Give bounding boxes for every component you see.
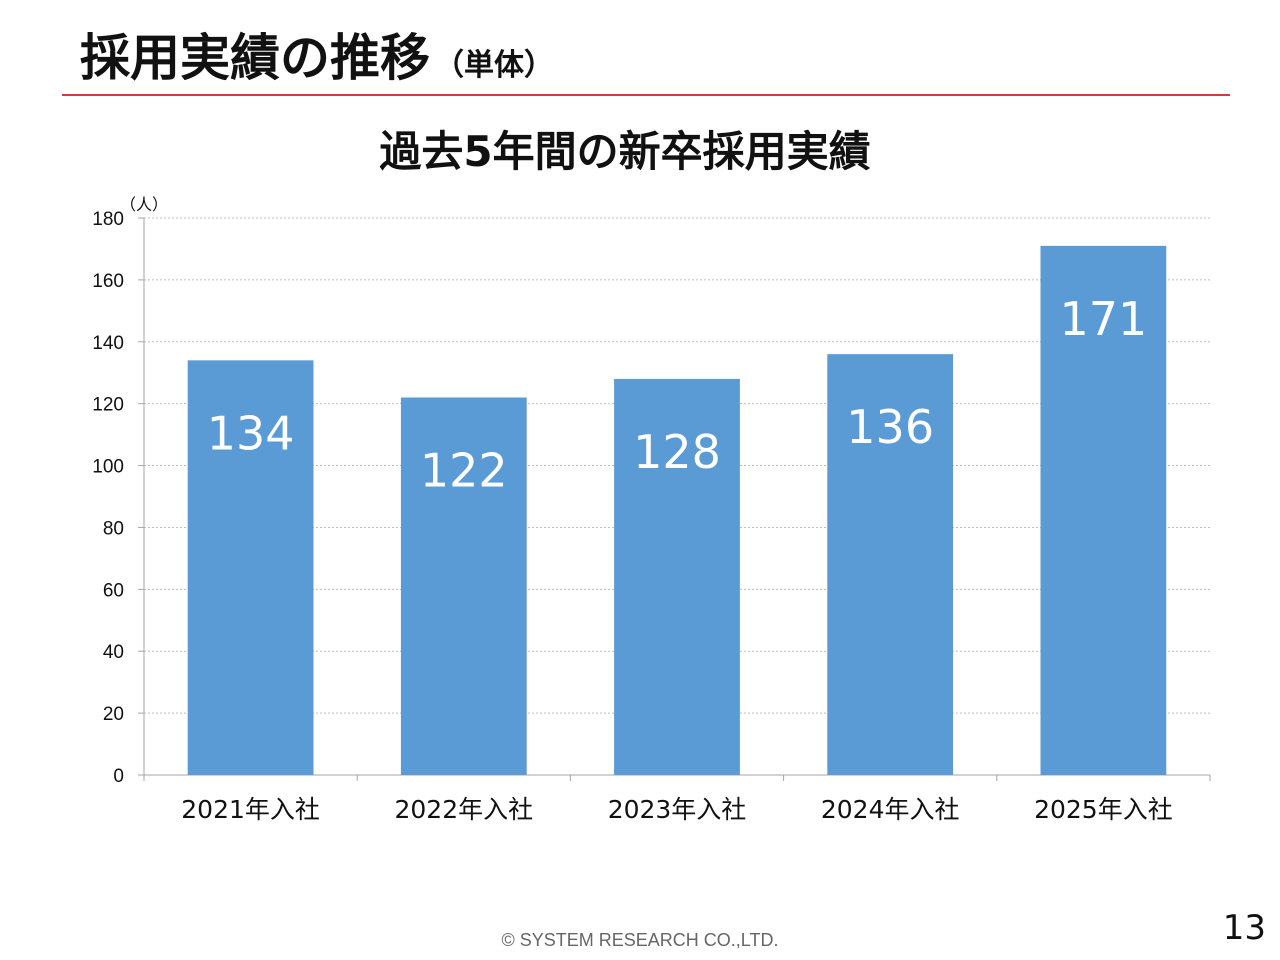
bar — [827, 354, 954, 775]
y-axis-unit-label: （人） — [120, 195, 168, 214]
y-tick-label: 20 — [103, 704, 124, 725]
y-tick-label: 60 — [103, 580, 124, 601]
y-tick-label: 40 — [103, 642, 124, 663]
chart-title: 過去5年間の新卒採用実績 — [379, 127, 871, 176]
data-label: 136 — [846, 400, 934, 454]
slide-title-subtitle: （単体） — [434, 48, 554, 83]
bar — [614, 378, 740, 775]
slide-title-main: 採用実績の推移 — [80, 29, 430, 87]
data-label: 171 — [1059, 292, 1147, 346]
title-divider — [62, 94, 1230, 96]
data-label: 134 — [207, 406, 295, 460]
data-label: 122 — [420, 443, 508, 497]
bar — [400, 397, 527, 775]
y-tick-label: 0 — [113, 766, 124, 787]
bar — [1040, 245, 1167, 776]
page-number: 13 — [1222, 908, 1266, 948]
x-category-label: 2022年入社 — [394, 795, 533, 824]
y-tick-label: 100 — [92, 457, 124, 478]
y-tick-label: 80 — [103, 518, 124, 539]
x-category-label: 2021年入社 — [181, 795, 320, 824]
x-category-label: 2024年入社 — [821, 795, 960, 824]
y-tick-label: 180 — [92, 209, 124, 230]
y-tick-label: 120 — [92, 395, 124, 416]
bar — [187, 360, 314, 775]
copyright-notice: © SYSTEM RESEARCH CO.,LTD. — [501, 930, 779, 950]
y-tick-label: 160 — [92, 271, 124, 292]
slide-title: 採用実績の推移 （単体） — [80, 28, 554, 88]
data-label: 128 — [633, 425, 721, 479]
x-category-label: 2023年入社 — [608, 795, 747, 824]
y-tick-label: 140 — [92, 333, 124, 354]
x-category-label: 2025年入社 — [1034, 795, 1173, 824]
